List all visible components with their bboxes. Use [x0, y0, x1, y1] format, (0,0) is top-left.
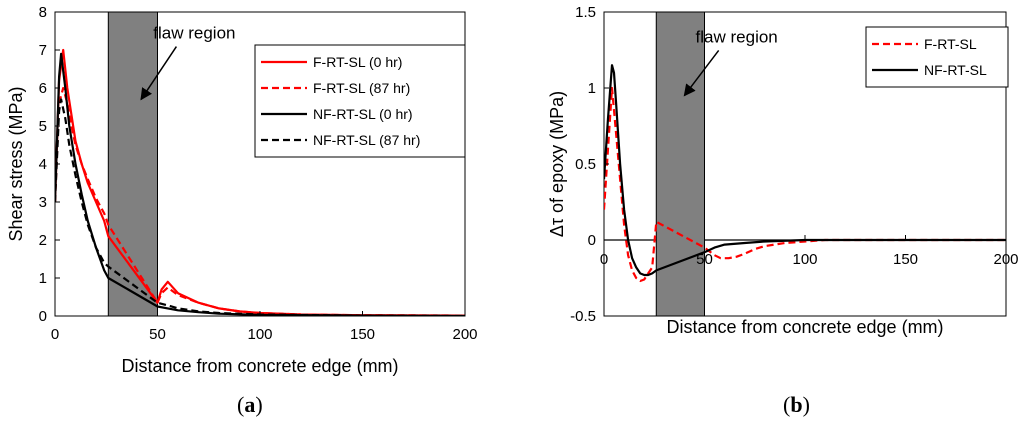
y-tick-label: 5 [39, 118, 47, 135]
panel-a-chart: 0 50 100 150 200 0 1 2 3 4 5 6 7 8 Distance from concr… [6, 4, 478, 417]
x-tick-label: 50 [696, 251, 713, 268]
y-tick-label: 1 [39, 270, 47, 287]
flaw-region-box [655, 11, 706, 317]
y-tick-label: 2 [39, 232, 47, 249]
series-line-2 [604, 64, 1006, 277]
panel-label-letter: b [790, 392, 802, 417]
flaw-region-arrow [683, 49, 720, 97]
legend-label-2: NF-RT-SL [924, 62, 987, 78]
flaw-region-label: flaw region [153, 24, 235, 43]
x-tick-label: 150 [893, 251, 918, 268]
y-tick-label: 0 [588, 232, 596, 249]
legend-box [254, 44, 466, 158]
y-axis-title: Δτ of epoxy (MPa) [547, 91, 567, 237]
y-tick-label: 3 [39, 194, 47, 211]
panel-label-letter: a [244, 392, 255, 417]
series-line-2 [55, 86, 465, 316]
y-tick-label: 8 [39, 4, 47, 21]
legend-label-1: F-RT-SL [924, 36, 977, 52]
x-tick-label: 200 [452, 326, 477, 343]
panel-label-close: ) [255, 392, 262, 417]
y-axis-title: Shear stress (MPa) [6, 86, 26, 241]
series-line-1 [604, 86, 1006, 283]
y-tick-label: 4 [39, 156, 47, 173]
x-tick-label: 200 [993, 251, 1018, 268]
y-tick-label: 1.5 [575, 4, 596, 21]
x-tick-label: 50 [149, 326, 166, 343]
x-axis-title: Distance from concrete edge (mm) [666, 317, 943, 337]
y-tick-label: 7 [39, 42, 47, 59]
panel-label-open: ( [237, 392, 244, 417]
panel-label: (a) [237, 392, 263, 417]
flaw-region-label: flaw region [696, 27, 778, 46]
panel-label-open: ( [783, 392, 790, 417]
series-line-4 [55, 98, 465, 316]
panel-b-chart: 0 50 100 150 200 -0.5 0 0.5 1 1.5 Distance from co… [547, 4, 1019, 417]
legend-label-2: F-RT-SL (87 hr) [313, 80, 410, 96]
y-tick-label: -0.5 [570, 308, 596, 325]
y-tick-label: 0 [39, 308, 47, 325]
legend-label-3: NF-RT-SL (0 hr) [313, 106, 413, 122]
x-axis-title: Distance from concrete edge (mm) [121, 356, 398, 376]
x-tick-label: 0 [51, 326, 59, 343]
series-group [604, 64, 1006, 283]
x-tick-label: 150 [350, 326, 375, 343]
x-tick-label: 0 [600, 251, 608, 268]
panel-label-close: ) [803, 392, 810, 417]
panel-label: (b) [783, 392, 810, 417]
series-group [55, 48, 465, 316]
legend-label-4: NF-RT-SL (87 hr) [313, 132, 420, 148]
x-tick-label: 100 [247, 326, 272, 343]
legend-box [865, 26, 1009, 88]
x-tick-label: 100 [792, 251, 817, 268]
y-tick-label: 0.5 [575, 156, 596, 173]
y-tick-label: 6 [39, 80, 47, 97]
legend-label-1: F-RT-SL (0 hr) [313, 54, 402, 70]
y-tick-label: 1 [588, 80, 596, 97]
flaw-region-arrow [140, 46, 178, 101]
flaw-region-box [107, 11, 159, 317]
